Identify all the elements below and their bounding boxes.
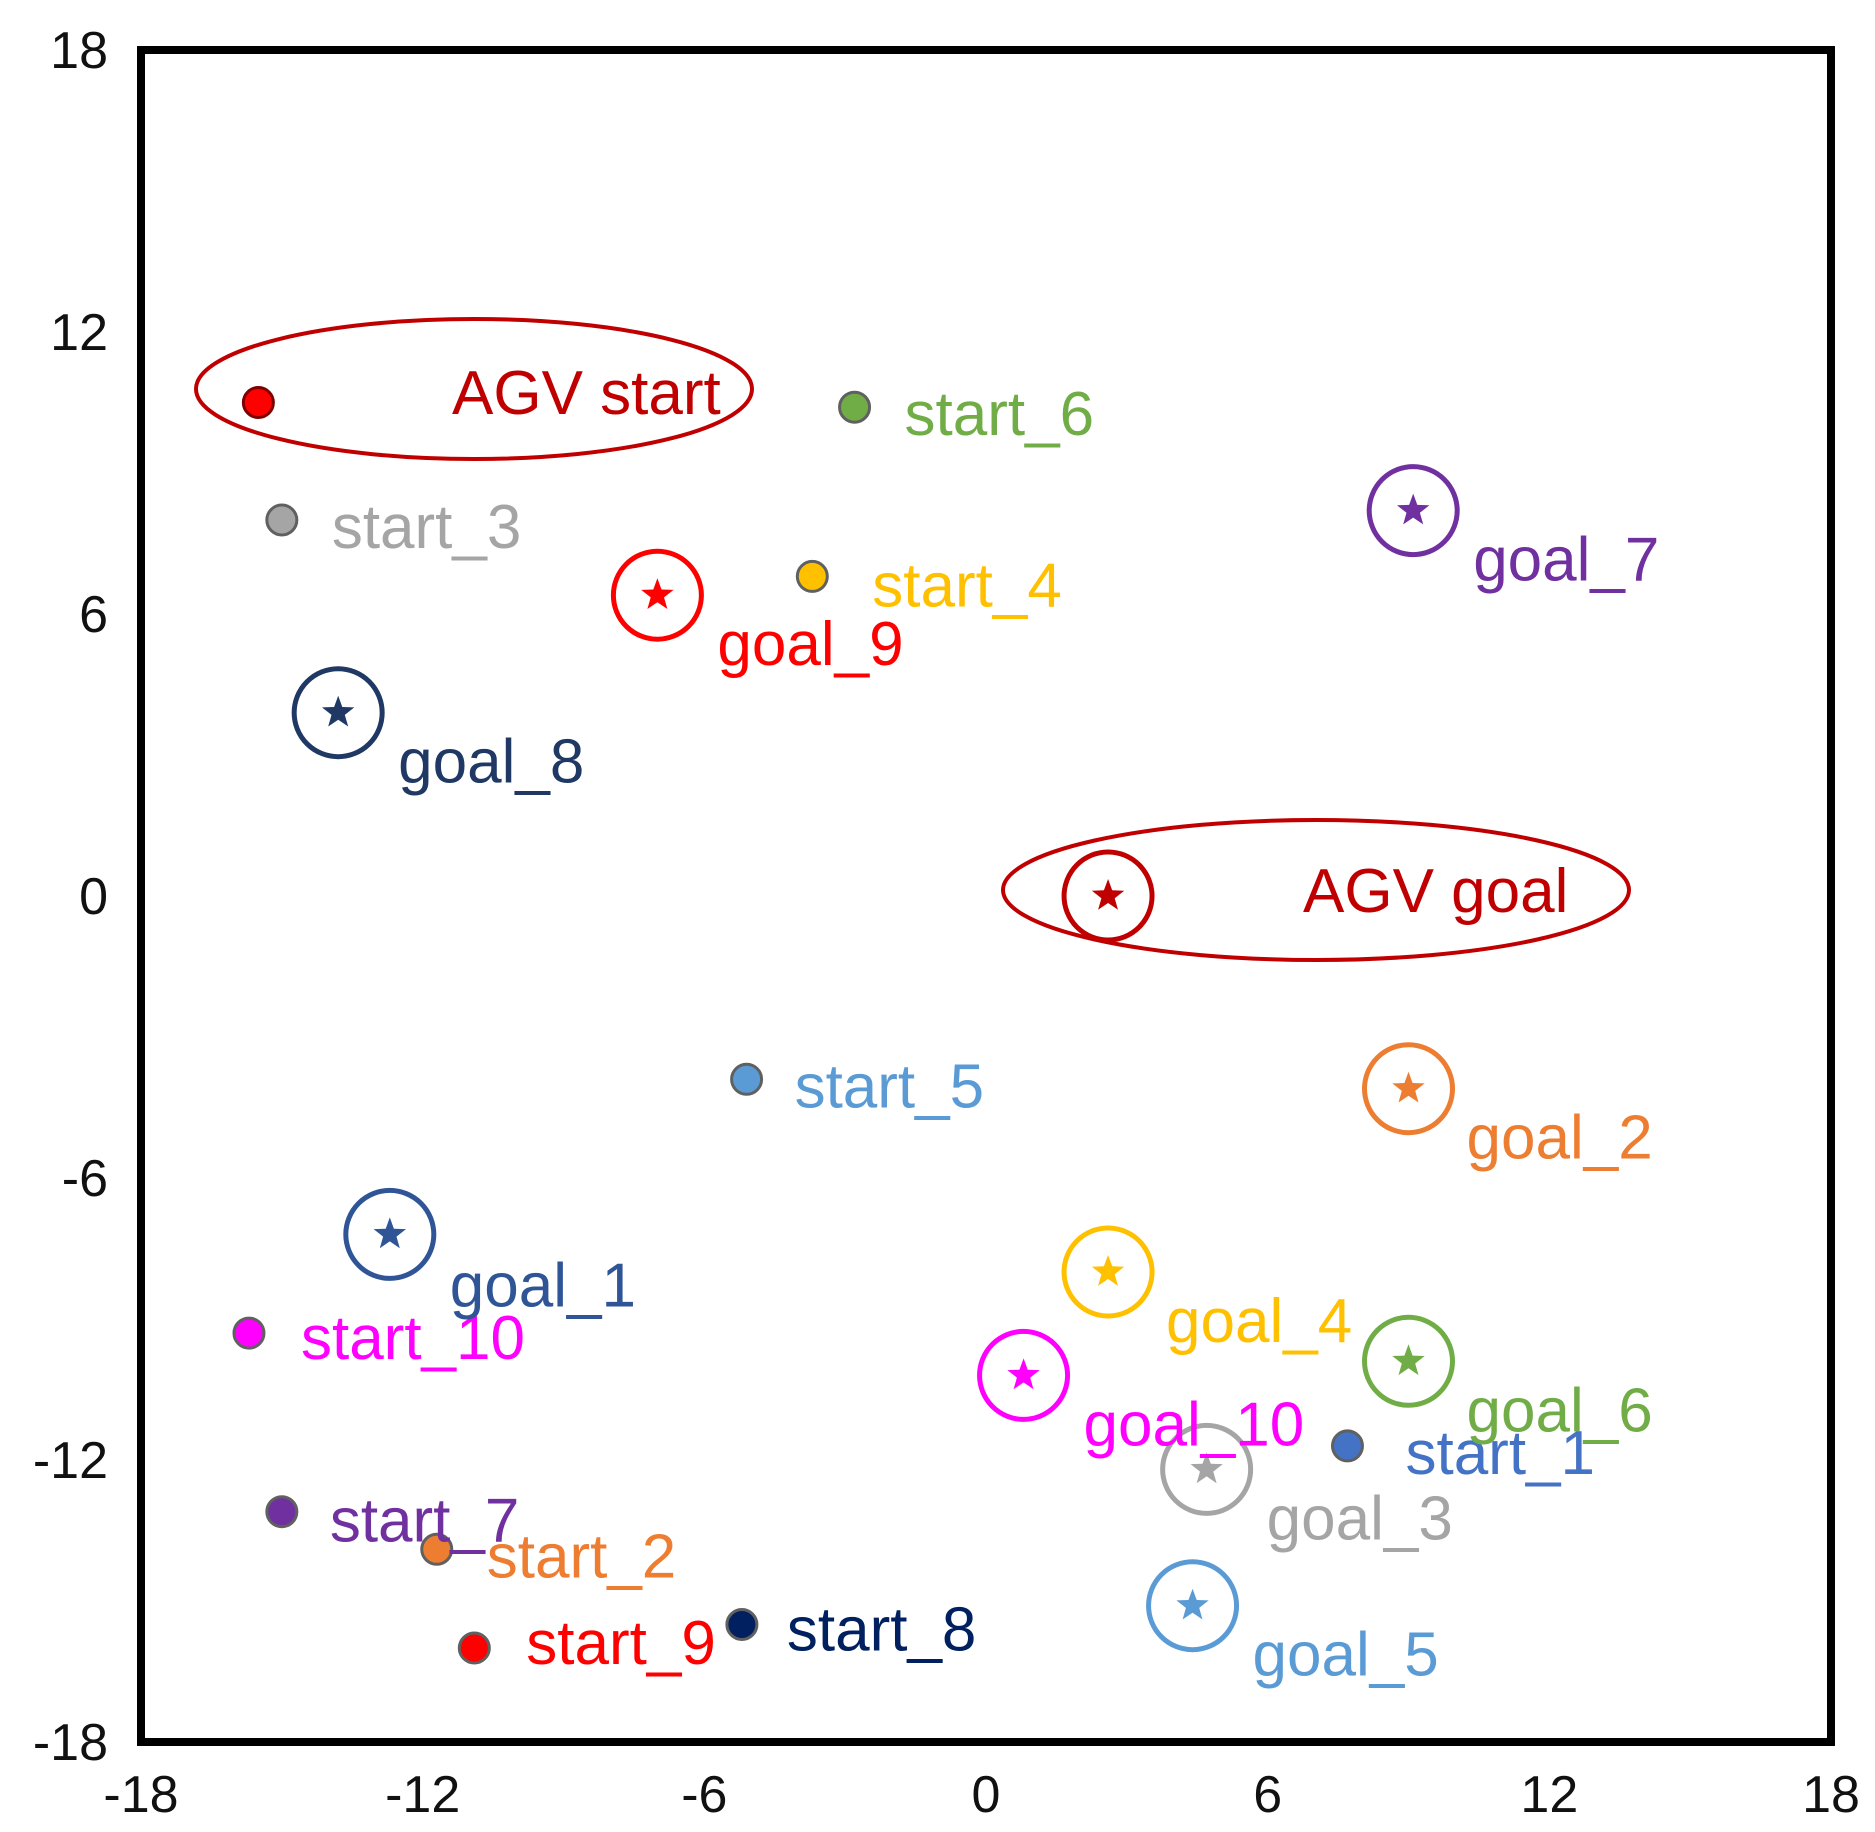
goal-star-goal-1	[373, 1217, 406, 1249]
start-point-start-8	[725, 1608, 759, 1641]
goal-label: goal_5	[1253, 1621, 1439, 1690]
agv-goal-ellipse	[1001, 818, 1631, 962]
goal-label: goal_2	[1467, 1104, 1653, 1173]
goal-label: goal_9	[717, 610, 903, 679]
goal-star-goal-4	[1091, 1255, 1125, 1286]
start-point-start-10	[232, 1316, 266, 1350]
goal-ring-goal-2	[1362, 1042, 1455, 1136]
agv-start-label: AGV start	[452, 359, 721, 428]
start-markers	[232, 386, 1364, 1665]
goal-star-goal-7	[1397, 493, 1430, 525]
goal-star-goal-2	[1392, 1071, 1425, 1103]
start-label: start_1	[1405, 1419, 1595, 1488]
start-label: start_4	[872, 551, 1062, 620]
start-label: start_8	[787, 1596, 977, 1665]
start-point-start-5	[730, 1062, 764, 1096]
start-point-start-7	[265, 1495, 299, 1529]
goal-label: goal_8	[398, 728, 584, 797]
goal-ring-goal-7	[1366, 464, 1460, 558]
start-point-start-3	[265, 503, 299, 537]
goal-markers	[291, 464, 1460, 1653]
start-label: start_10	[301, 1304, 525, 1373]
start-point-start-4	[795, 559, 829, 593]
y-tick-label: -18	[33, 1714, 108, 1772]
goal-ring-goal-1	[343, 1187, 437, 1281]
y-axis-tick-labels: 18 12 6 0 -6 -12 -18	[33, 22, 108, 1772]
y-tick-label: 18	[50, 22, 108, 80]
start-point-start-9	[457, 1631, 491, 1665]
agv-start-ellipse	[194, 317, 754, 461]
agv-goal-label: AGV goal	[1303, 857, 1568, 926]
x-tick-label: -18	[103, 1766, 178, 1824]
x-tick-label: 12	[1520, 1766, 1578, 1824]
start-label: start_5	[795, 1052, 985, 1121]
goal-ring-goal-10	[977, 1328, 1071, 1422]
x-tick-label: -12	[385, 1766, 460, 1824]
goal-label: goal_4	[1166, 1287, 1352, 1356]
x-axis-tick-labels: -18 -12 -6 0 6 12 18	[103, 1766, 1860, 1824]
point-labels: start_1start_2start_3start_4start_5start…	[301, 359, 1659, 1690]
goal-ring-goal-8	[291, 666, 385, 760]
start-label: start_6	[905, 380, 1095, 449]
goal-star-goal-5	[1176, 1588, 1209, 1620]
goal-star-goal-9	[641, 578, 674, 609]
start-label: start_3	[332, 493, 522, 562]
x-tick-label: 18	[1802, 1766, 1860, 1824]
agv-highlight-ellipses	[194, 317, 1631, 962]
goal-ring-goal-5	[1146, 1559, 1240, 1653]
y-tick-label: -6	[62, 1150, 108, 1208]
goal-label: goal_10	[1084, 1390, 1305, 1459]
y-tick-label: 6	[79, 586, 108, 644]
x-tick-label: 6	[1253, 1766, 1282, 1824]
goal-label: goal_3	[1267, 1484, 1453, 1553]
goal-star-goal-6	[1392, 1344, 1425, 1376]
start-label: start_9	[526, 1609, 716, 1678]
start-point-start-6	[838, 390, 872, 424]
goal-ring-goal-9	[610, 548, 704, 642]
start-point-start-2	[420, 1532, 454, 1566]
plot-frame	[137, 46, 1835, 1746]
start-point-start-1	[1330, 1429, 1364, 1463]
x-tick-label: -6	[681, 1766, 727, 1824]
goal-label: goal_7	[1473, 526, 1659, 595]
start-label: start_7	[330, 1487, 520, 1556]
start-label: start_2	[487, 1522, 677, 1591]
y-tick-label: 12	[50, 304, 108, 362]
goal-ring-goal-4	[1061, 1225, 1155, 1319]
goal-label: goal_6	[1467, 1376, 1653, 1445]
goal-ring-goal-6	[1362, 1314, 1455, 1408]
goal-label: goal_1	[450, 1251, 636, 1320]
goal-ring-goal-3	[1160, 1422, 1254, 1516]
agv-start-point	[241, 386, 275, 419]
goal-star-goal-8	[322, 695, 355, 727]
goal-star-goal-3	[1190, 1452, 1223, 1484]
agv-goal-star	[1091, 879, 1125, 910]
agv-goal-ring	[1061, 849, 1155, 943]
x-tick-label: 0	[972, 1766, 1001, 1824]
y-tick-label: -12	[33, 1432, 108, 1490]
goal-star-goal-10	[1007, 1358, 1040, 1390]
y-tick-label: 0	[79, 868, 108, 926]
